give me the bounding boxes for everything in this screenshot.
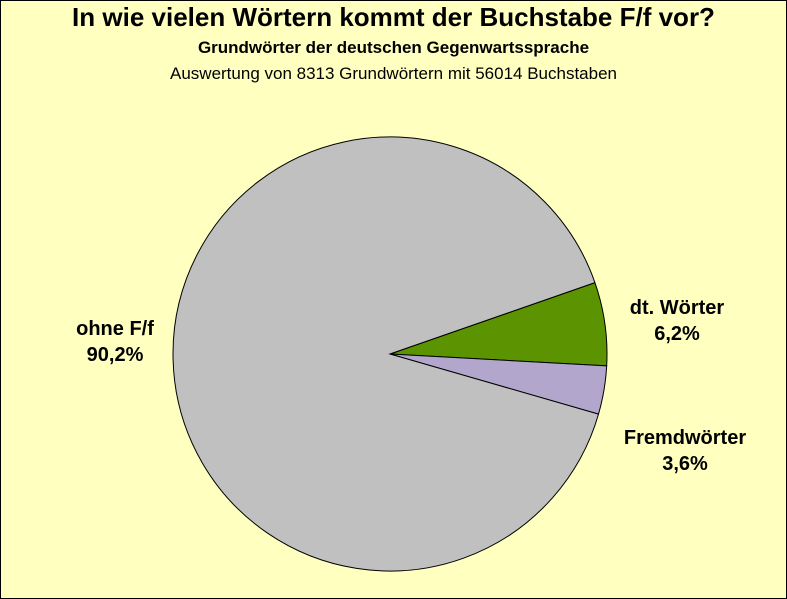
slice-name-fremdwoerter: Fremdwörter — [623, 427, 747, 449]
slice-percent-ohne-ff: 90,2% — [86, 344, 144, 366]
pie-slice-ohne-ff — [172, 136, 600, 572]
chart-title: In wie vielen Wörtern kommt der Buchstab… — [72, 2, 715, 32]
slice-label-dt-woerter: dt. Wörter 6,2% — [602, 295, 752, 347]
chart-subtitle: Grundwörter der deutschen Gegenwartsspra… — [197, 38, 590, 57]
slice-percent-fremdwoerter: 3,6% — [662, 453, 708, 475]
slice-name-dt-woerter: dt. Wörter — [629, 297, 725, 319]
slice-label-ohne-ff: ohne F/f 90,2% — [60, 316, 170, 368]
slice-name-ohne-ff: ohne F/f — [76, 318, 154, 340]
slice-percent-dt-woerter: 6,2% — [654, 323, 700, 345]
chart-caption: Auswertung von 8313 Grundwörtern mit 560… — [170, 64, 617, 83]
slice-label-fremdwoerter: Fremdwörter 3,6% — [600, 425, 770, 477]
